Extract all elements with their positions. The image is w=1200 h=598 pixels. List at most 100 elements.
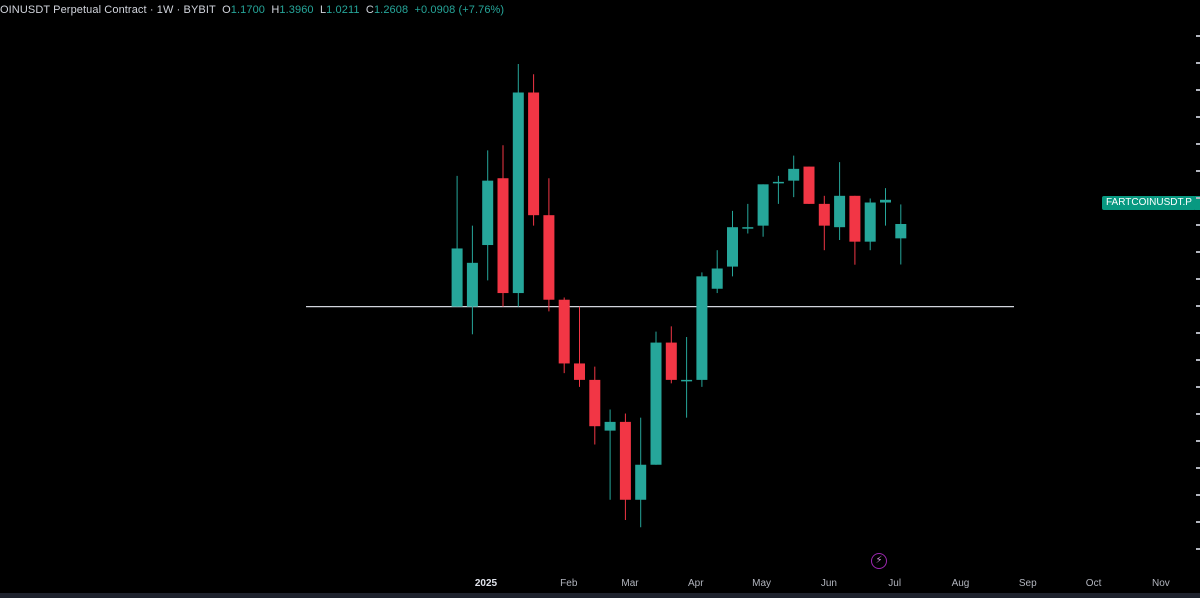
low-label: L [319, 4, 327, 16]
candle-body [818, 203, 830, 226]
candle [772, 175, 784, 204]
price-axis-tick [1196, 170, 1200, 172]
candle-body [665, 342, 677, 380]
candle-body [512, 92, 524, 294]
candle-body [880, 199, 891, 203]
price-axis-tick [1196, 332, 1200, 334]
candles-layer [451, 64, 907, 528]
candle [497, 145, 509, 307]
ohlc-legend: OINUSDT Perpetual Contract · 1W · BYBIT … [0, 4, 504, 16]
candle [466, 225, 478, 335]
candle [574, 306, 585, 387]
candle [635, 417, 647, 528]
candle-body [497, 178, 509, 294]
time-axis-tick-label: Sep [1019, 578, 1037, 589]
candle-body [711, 268, 723, 289]
lightning-icon[interactable]: ⚡ [871, 553, 887, 569]
price-axis-tick [1196, 413, 1200, 415]
price-axis-tick [1196, 251, 1200, 253]
candle-body [466, 262, 478, 307]
candle [482, 150, 494, 281]
price-axis-tick [1196, 440, 1200, 442]
candle-body [834, 195, 846, 228]
change-value: +0.0908 (+7.76%) [414, 4, 505, 16]
candle-body [895, 223, 907, 239]
high-value: 1.3960 [279, 4, 314, 16]
close-label: C [365, 4, 374, 16]
candle [880, 188, 891, 226]
candle [451, 175, 463, 307]
price-axis-tick [1196, 224, 1200, 226]
price-axis[interactable] [1186, 0, 1200, 590]
candle [711, 250, 723, 294]
time-axis-tick-label: Feb [560, 578, 578, 589]
candle-body [650, 342, 662, 465]
candle-body [849, 195, 861, 242]
time-axis-tick-label: 2025 [475, 578, 498, 589]
time-axis-tick-label: Jun [821, 578, 837, 589]
candle [512, 64, 524, 307]
candle-body [803, 166, 815, 204]
price-axis-tick [1196, 548, 1200, 550]
price-axis-tick [1196, 359, 1200, 361]
candle-body [757, 184, 769, 226]
candle [803, 166, 815, 204]
candle [696, 272, 708, 387]
candle [589, 366, 601, 445]
bottom-toolbar[interactable] [0, 593, 1200, 598]
price-axis-tick [1196, 494, 1200, 496]
candle-body [482, 180, 494, 246]
time-axis-tick-label: Apr [688, 578, 704, 589]
candle [604, 409, 616, 500]
price-axis-tick [1196, 278, 1200, 280]
time-axis-tick-label: Aug [952, 578, 970, 589]
candle-body [528, 92, 540, 216]
price-axis-tick [1196, 305, 1200, 307]
price-axis-tick [1196, 62, 1200, 64]
candle [818, 195, 830, 251]
time-axis[interactable]: 2025FebMarAprMayJunJulAugSepOctNovD [475, 578, 1200, 589]
candle [528, 74, 540, 226]
symbol-title: OINUSDT Perpetual Contract · 1W · BYBIT [0, 4, 216, 16]
candle-body [635, 464, 647, 500]
candle-body [696, 276, 708, 380]
candle [665, 326, 677, 384]
candle-body [788, 168, 800, 181]
candle [727, 210, 738, 277]
time-axis-tick-label: May [752, 578, 771, 589]
candle [895, 204, 907, 265]
time-axis-tick-label: Nov [1152, 578, 1170, 589]
candle [834, 162, 846, 240]
candle [742, 203, 754, 234]
price-tag-stub [1195, 196, 1200, 210]
candle [619, 413, 631, 520]
candle-body [864, 202, 876, 242]
price-axis-tick [1196, 521, 1200, 523]
candle-body [589, 379, 601, 427]
candle-body [772, 181, 784, 184]
candle [650, 331, 662, 465]
candle-body [681, 379, 693, 382]
candle-body [742, 227, 754, 229]
candle [788, 155, 800, 198]
candle [849, 195, 861, 265]
price-axis-tick [1196, 89, 1200, 91]
open-value: 1.1700 [230, 4, 266, 16]
candle-body [619, 421, 631, 500]
price-axis-tick [1196, 197, 1200, 199]
candle [543, 178, 555, 312]
candle-body [727, 227, 738, 267]
candle-body [451, 248, 463, 307]
candle-body [543, 215, 555, 300]
time-axis-tick-label: Jul [888, 578, 901, 589]
price-axis-tick [1196, 116, 1200, 118]
open-label: O [222, 4, 231, 16]
candle [681, 337, 693, 418]
close-value: 1.2608 [373, 4, 409, 16]
candle-body [574, 363, 585, 380]
high-label: H [271, 4, 280, 16]
candle [558, 297, 570, 374]
candle-body [604, 421, 616, 431]
low-value: 1.0211 [326, 4, 360, 16]
